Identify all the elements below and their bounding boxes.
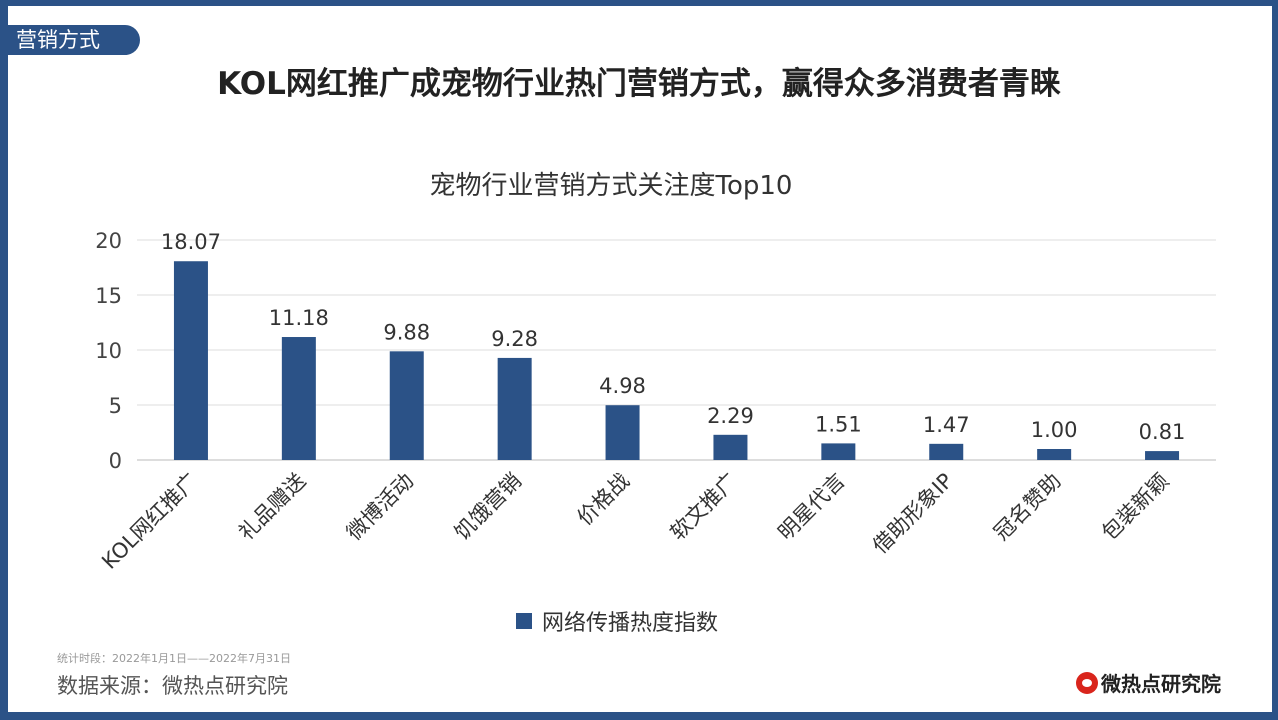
bar (821, 443, 856, 460)
bar (497, 357, 532, 460)
x-tick-label: KOL网红推广 (97, 469, 202, 574)
data-label: 9.88 (383, 320, 430, 344)
data-label: 2.29 (707, 404, 754, 428)
bar (173, 261, 208, 460)
page-title: KOL网红推广成宠物行业热门营销方式，赢得众多消费者青睐 (217, 66, 1061, 102)
source-text: 数据来源：微热点研究院 (57, 674, 288, 698)
x-tick-label: 价格战 (573, 469, 635, 531)
x-tick-label: 借助形象IP (868, 469, 958, 559)
bar (713, 434, 748, 460)
data-label: 18.07 (161, 230, 221, 254)
data-label: 4.98 (599, 374, 646, 398)
bar (605, 405, 640, 460)
y-tick-label: 5 (109, 394, 122, 418)
data-label: 0.81 (1139, 420, 1186, 444)
x-tick-label: 微博活动 (342, 469, 418, 545)
y-tick-label: 20 (95, 229, 122, 253)
data-label: 11.18 (269, 306, 329, 330)
y-tick-label: 0 (109, 449, 122, 473)
x-tick-label: 冠名赞助 (989, 469, 1065, 545)
legend-swatch (516, 613, 532, 629)
x-tick-label: 包装新颖 (1097, 469, 1173, 545)
data-label: 1.51 (815, 412, 862, 436)
y-tick-label: 10 (95, 339, 122, 363)
x-tick-label: 饥饿营销 (450, 469, 526, 545)
x-tick-label: 礼品赠送 (234, 469, 310, 545)
bar (1145, 451, 1180, 460)
bar (389, 351, 424, 460)
legend-label: 网络传播热度指数 (542, 611, 718, 636)
section-tag: 营销方式 (0, 25, 140, 55)
bar (281, 337, 316, 460)
x-tick-label: 软文推广 (666, 469, 742, 545)
period-text: 统计时段：2022年1月1日——2022年7月31日 (57, 652, 291, 665)
bar (929, 443, 964, 460)
x-tick-label: 明星代言 (774, 469, 850, 545)
data-label: 1.00 (1031, 418, 1078, 442)
logo-text: 微热点研究院 (1101, 672, 1221, 696)
brand-logo: 微热点研究院 (1076, 668, 1221, 697)
slide-frame (8, 6, 1272, 712)
y-tick-label: 15 (95, 284, 122, 308)
data-label: 1.47 (923, 413, 970, 437)
data-label: 9.28 (491, 327, 538, 351)
bar (1037, 449, 1072, 460)
logo-eye-icon (1076, 671, 1098, 694)
chart-title: 宠物行业营销方式关注度Top10 (429, 171, 793, 201)
